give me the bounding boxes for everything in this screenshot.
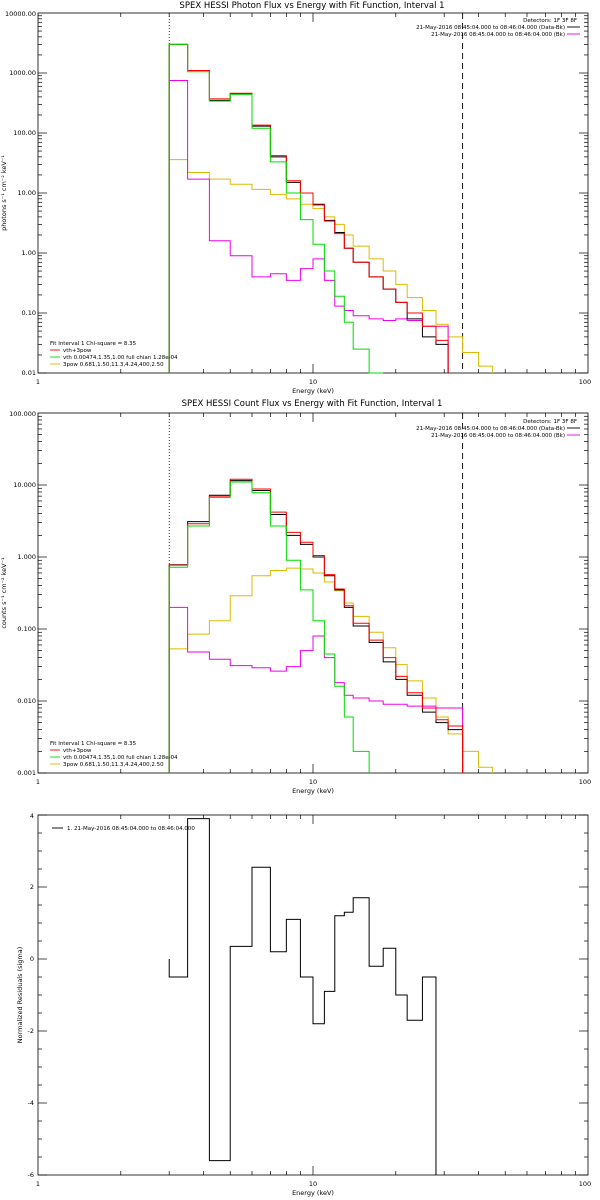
panel1-legend-fit: Fit Interval 1 Chi-square = 8.35 — [50, 341, 137, 347]
panel1-ytick-label: 0.10 — [22, 309, 36, 317]
panel1-ytick-label: 10.00 — [17, 189, 36, 197]
panel3-xtick-label: 100 — [579, 1180, 591, 1188]
panel3-ytick-label: 2 — [30, 883, 34, 891]
photon-flux-panel: SPEX HESSI Photon Flux vs Energy with Fi… — [0, 1, 591, 395]
panel1-legend-detectors: Detectors: 1F 3F 8F — [523, 18, 577, 24]
panel3-xtick-labels: 1 10 100 — [36, 1180, 591, 1188]
panel2-legend-detectors: Detectors: 1F 3F 8F — [523, 419, 577, 425]
panel3-ytick-label: -6 — [28, 1171, 34, 1179]
panel1-ylabel: photons s⁻¹ cm⁻² keV⁻¹ — [0, 155, 8, 231]
panel1-legend-data: 21-May-2016 08:45:04.000 to 08:46:04.000… — [416, 25, 565, 31]
panel3-legend: 1. 21-May-2016 08:45:04.000 to 08:46:04.… — [52, 826, 195, 832]
panel2-ytick-label: 0.001 — [17, 769, 36, 777]
panel1-ytick-label: 10000.00 — [5, 10, 36, 18]
series-data — [168, 818, 437, 1175]
panel3-ytick-labels: -6 -4 -2 0 2 4 — [28, 812, 34, 1179]
panel2-xtick-label: 1 — [36, 778, 40, 786]
series-background — [168, 79, 449, 373]
panel2-legend-total: vth+3pow — [63, 748, 92, 754]
panel2-xtick-label: 100 — [579, 778, 591, 786]
panel1-xtick-label: 1 — [36, 378, 40, 386]
panel1-xtick-label: 100 — [579, 378, 591, 386]
panel1-ytick-label: 1000.00 — [9, 69, 36, 77]
panel2-title: SPEX HESSI Count Flux vs Energy with Fit… — [182, 399, 443, 409]
panel2-legend-data: 21-May-2016 08:45:04.000 to 08:46:04.000… — [416, 426, 565, 432]
panel1-legend-bk: 21-May-2016 08:45:04.000 to 08:46:04.000… — [431, 32, 565, 38]
panel1-ytick-labels: 0.01 0.10 1.00 10.00 100.00 1000.00 1000… — [5, 10, 36, 377]
panel2-ytick-label: 1.000 — [17, 553, 36, 561]
panel2-ticks — [38, 413, 588, 774]
panel3-xlabel: Energy (keV) — [292, 1189, 334, 1197]
series-data — [168, 480, 464, 773]
panel1-legend-total: vth+3pow — [63, 348, 92, 354]
panel2-ytick-label: 0.010 — [17, 697, 36, 705]
panel1-ticks — [38, 13, 588, 374]
panel1-xtick-label: 10 — [309, 378, 317, 386]
residuals-panel: -6 -4 -2 0 2 4 1 10 100 Energy (keV) Nor… — [16, 812, 591, 1197]
panel2-xtick-label: 10 — [309, 778, 317, 786]
panel1-xtick-labels: 1 10 100 — [36, 378, 591, 386]
panel3-ticks — [38, 814, 588, 1176]
panel3-ytick-label: 0 — [30, 955, 34, 963]
series-power — [168, 159, 494, 373]
panel3-ytick-label: -4 — [28, 1099, 34, 1107]
panel1-legend-thermal: vth 0.00474,1.35,1.00 full chian 1.28e-0… — [63, 355, 178, 361]
panel2-legend-left: Fit Interval 1 Chi-square = 8.35 vth+3po… — [50, 741, 178, 768]
series-total — [168, 478, 464, 773]
panel1-legend-power: 3pow 0.681,1.50,11.3,4.24,400,2.50 — [63, 362, 164, 368]
series-background — [168, 606, 464, 773]
panel3-xtick-label: 10 — [309, 1180, 317, 1188]
panel1-legend-right: Detectors: 1F 3F 8F 21-May-2016 08:45:04… — [416, 18, 580, 38]
panel3-ytick-label: 4 — [30, 812, 34, 820]
panel2-legend-thermal: vth 0.00474,1.35,1.00 full chian 1.28e-0… — [63, 755, 178, 761]
panel3-ylabel: Normalized Residuals (sigma) — [16, 947, 24, 1044]
panel1-xlabel: Energy (keV) — [292, 387, 334, 395]
panel2-legend-right: Detectors: 1F 3F 8F 21-May-2016 08:45:04… — [416, 419, 580, 439]
panel2-legend-power: 3pow 0.681,1.50,11.3,4.24,400,2.50 — [63, 762, 164, 768]
panel3-legend-label: 1. 21-May-2016 08:45:04.000 to 08:46:04.… — [67, 826, 195, 832]
panel1-legend-left: Fit Interval 1 Chi-square = 8.35 vth+3po… — [50, 341, 178, 368]
series-power — [168, 567, 494, 773]
panel2-series — [168, 413, 494, 773]
panel3-ytick-label: -2 — [28, 1027, 34, 1035]
panel2-ytick-label: 10.000 — [13, 481, 36, 489]
panel2-xlabel: Energy (keV) — [292, 787, 334, 795]
panel3-series — [168, 818, 437, 1175]
panel1-series — [168, 13, 494, 374]
panel1-title: SPEX HESSI Photon Flux vs Energy with Fi… — [179, 1, 444, 11]
count-flux-panel: SPEX HESSI Count Flux vs Energy with Fit… — [0, 399, 591, 795]
panel2-legend-bk: 21-May-2016 08:45:04.000 to 08:46:04.000… — [431, 433, 565, 439]
series-data — [168, 43, 449, 373]
panel2-xtick-labels: 1 10 100 — [36, 778, 591, 786]
panel1-ytick-label: 1.00 — [22, 249, 36, 257]
panel2-ytick-labels: 0.001 0.010 0.100 1.000 10.000 100.000 — [9, 410, 36, 777]
panel2-ytick-label: 0.100 — [17, 625, 36, 633]
series-thermal — [168, 481, 370, 773]
series-total — [168, 43, 449, 373]
panel1-ytick-label: 100.00 — [13, 129, 36, 137]
panel1-ytick-label: 0.01 — [22, 369, 36, 377]
series-thermal — [168, 43, 384, 374]
panel3-xtick-label: 1 — [36, 1180, 40, 1188]
panel2-ylabel: counts s⁻¹ cm⁻² keV⁻¹ — [0, 557, 8, 629]
panel2-ytick-label: 100.000 — [9, 410, 36, 418]
panel2-legend-fit: Fit Interval 1 Chi-square = 8.35 — [50, 741, 137, 747]
